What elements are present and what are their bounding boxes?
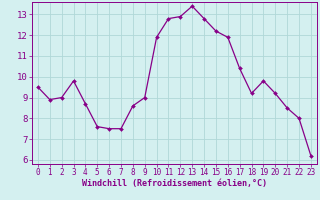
- X-axis label: Windchill (Refroidissement éolien,°C): Windchill (Refroidissement éolien,°C): [82, 179, 267, 188]
